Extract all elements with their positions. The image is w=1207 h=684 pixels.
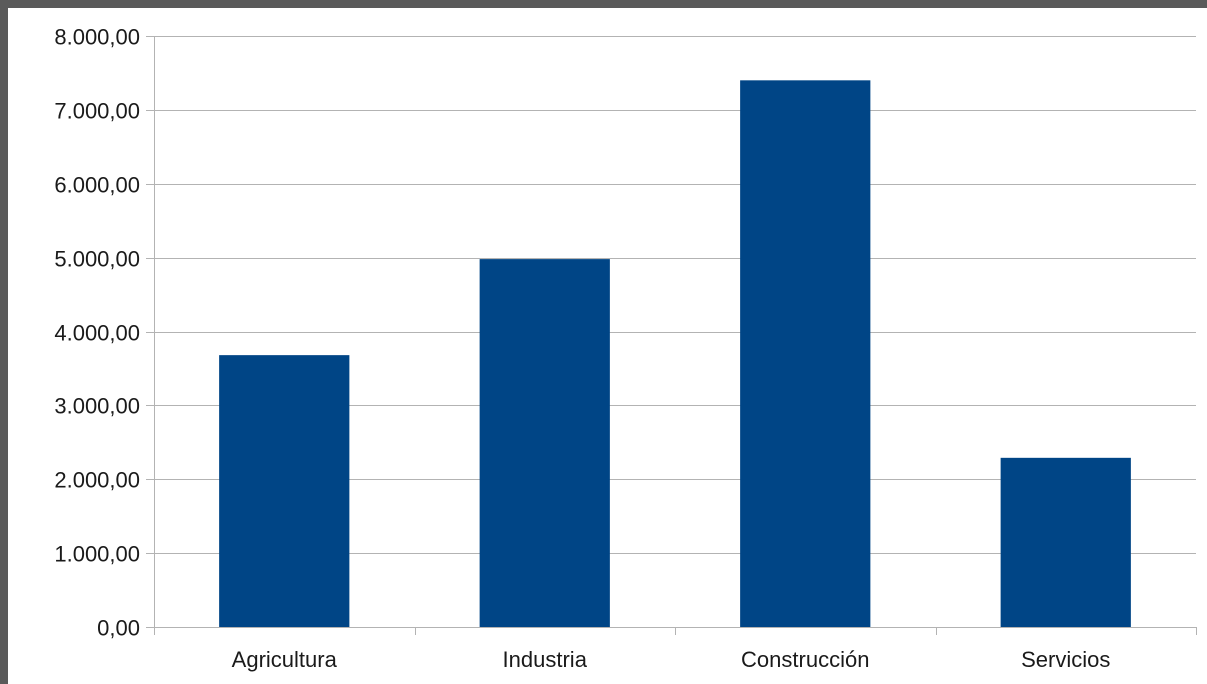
x-tick-label: Construcción [741,647,869,672]
y-tick-label: 4.000,00 [54,321,140,346]
bar-agricultura [219,355,350,627]
bar-industria [479,259,610,627]
axes [146,36,1197,635]
chart-frame: 0,00 1.000,00 2.000,00 3.000,00 4.000,00 5.00… [8,8,1207,684]
y-tick-labels: 0,00 1.000,00 2.000,00 3.000,00 4.000,00 5.00… [54,25,140,641]
y-tick-label: 3.000,00 [54,394,140,419]
y-tick-label: 2.000,00 [54,468,140,493]
bar-construcción [740,80,871,627]
y-tick-label: 5.000,00 [54,247,140,272]
bars [219,80,1131,627]
x-tick-label: Servicios [1021,647,1110,672]
bar-chart: 0,00 1.000,00 2.000,00 3.000,00 4.000,00 5.00… [54,25,1197,672]
y-tick-label: 8.000,00 [54,25,140,50]
y-tick-label: 7.000,00 [54,99,140,124]
x-tick-labels: Agricultura Industria Construcción Servicio… [232,647,1111,672]
x-tick-label: Industria [503,647,588,672]
y-tick-label: 0,00 [97,616,140,641]
x-tick-label: Agricultura [232,647,338,672]
y-tick-label: 6.000,00 [54,173,140,198]
bar-servicios [1000,457,1131,627]
y-tick-label: 1.000,00 [54,542,140,567]
